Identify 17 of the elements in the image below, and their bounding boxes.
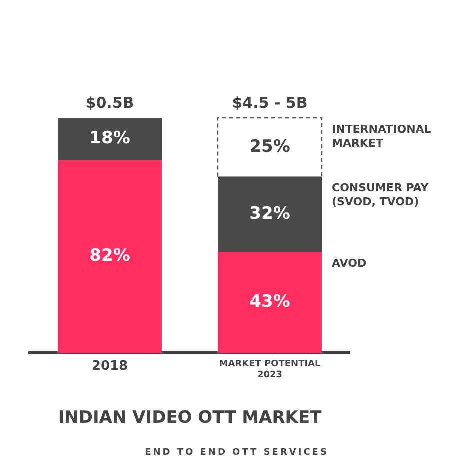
bar bbox=[58, 118, 162, 160]
series-label: AVOD bbox=[332, 256, 367, 270]
x-tick-label: MARKET POTENTIAL 2023 bbox=[219, 360, 322, 381]
data-label: 82% bbox=[90, 246, 130, 266]
series-label: CONSUMER PAY (SVOD, TVOD) bbox=[332, 182, 430, 209]
data-label: 25% bbox=[250, 136, 290, 157]
data-label: 32% bbox=[250, 204, 290, 224]
bar bbox=[218, 252, 322, 353]
text: END TO END OTT SERVICES bbox=[144, 448, 330, 458]
series-label: INTERNATIONAL MARKET bbox=[332, 122, 432, 150]
text: INDIAN VIDEO OTT MARKET bbox=[58, 408, 322, 428]
data-label: 43% bbox=[250, 292, 290, 312]
annotation: $4.5 - 5B bbox=[232, 94, 308, 112]
x-tick-label: 2018 bbox=[92, 359, 128, 374]
bar bbox=[58, 160, 162, 353]
annotation: $0.5B bbox=[86, 94, 134, 112]
data-label: 18% bbox=[90, 128, 130, 149]
